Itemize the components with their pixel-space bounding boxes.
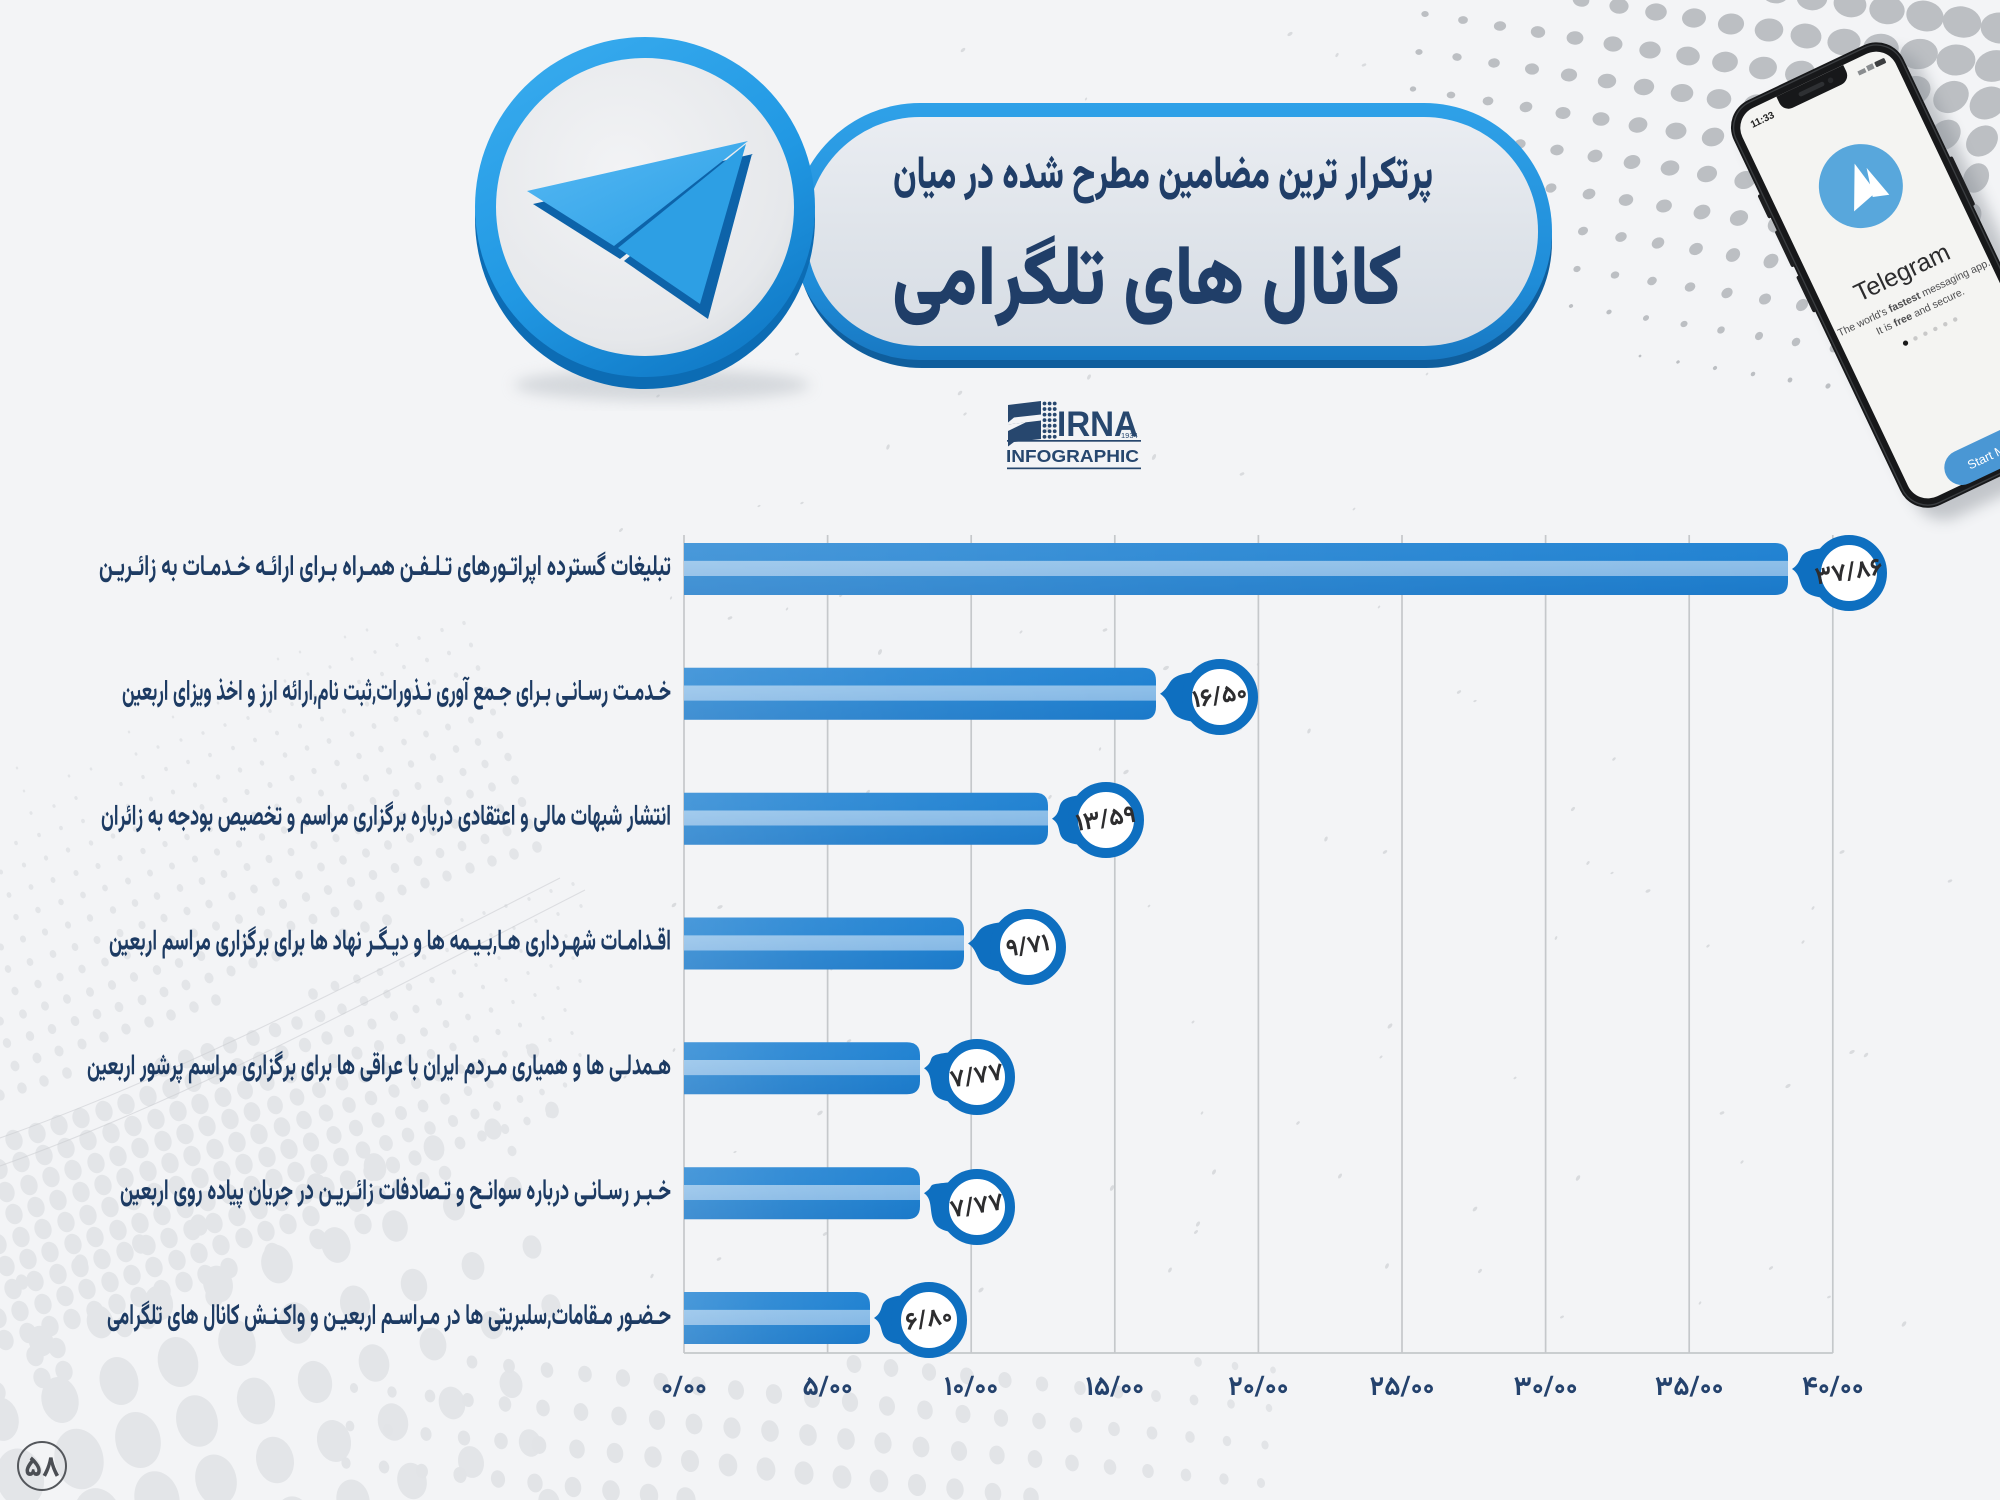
svg-text:INFOGRAPHIC: INFOGRAPHIC [1006,446,1139,466]
svg-text:1934: 1934 [1121,431,1138,440]
svg-text:IRNA: IRNA [1057,405,1138,444]
